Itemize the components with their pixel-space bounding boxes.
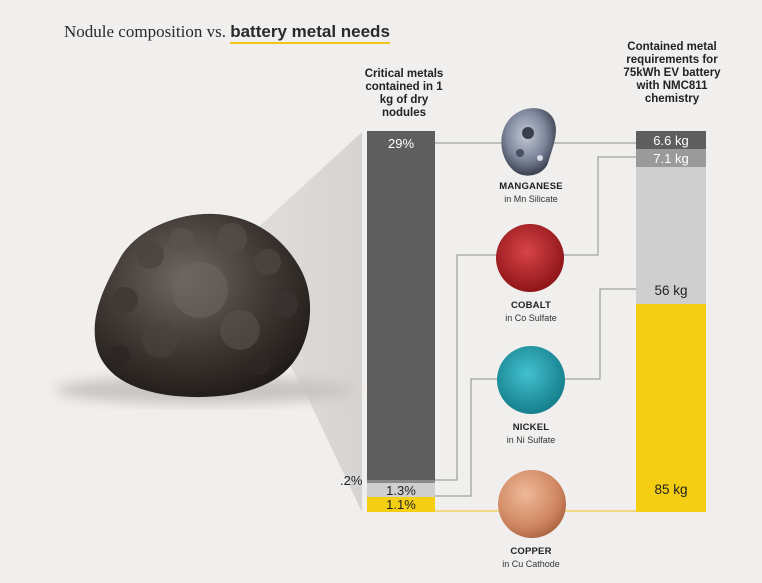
right-bar-label-copper: 85 kg xyxy=(654,482,688,497)
metal-form-nickel: in Ni Sulfate xyxy=(506,435,556,445)
metal-label-copper: COPPER in Cu Cathode xyxy=(476,546,586,569)
right-bar-segment-copper: 85 kg xyxy=(636,304,706,512)
title-prefix: Nodule composition vs. xyxy=(64,22,226,41)
right-bar-label-manganese: 6.6 kg xyxy=(653,132,689,148)
metal-label-manganese: MANGANESE in Mn Silicate xyxy=(476,181,586,204)
nickel-sulfate-icon xyxy=(497,346,565,414)
left-bar-segment-cobalt xyxy=(367,480,435,483)
right-bar-segment-nickel: 56 kg xyxy=(636,167,706,304)
copper-cathode-icon xyxy=(498,470,566,538)
metal-form-cobalt: in Co Sulfate xyxy=(505,313,557,323)
metal-form-manganese: in Mn Silicate xyxy=(504,194,558,204)
metal-form-copper: in Cu Cathode xyxy=(502,559,560,569)
right-bar-segment-manganese: 6.6 kg xyxy=(636,131,706,149)
left-bar-label-copper: 1.1% xyxy=(386,497,416,512)
metal-name-nickel: NICKEL xyxy=(512,422,550,433)
right-bar-segment-cobalt: 7.1 kg xyxy=(636,149,706,167)
left-column-header: Critical metals contained in 1 kg of dry… xyxy=(364,68,444,119)
page-title: Nodule composition vs. battery metal nee… xyxy=(64,22,390,44)
metal-label-nickel: NICKEL in Ni Sulfate xyxy=(476,422,586,445)
manganese-ore-icon xyxy=(501,108,556,176)
right-stacked-bar: 6.6 kg 7.1 kg 56 kg 85 kg xyxy=(636,131,706,512)
metal-label-cobalt: COBALT in Co Sulfate xyxy=(476,300,586,323)
left-bar-segment-manganese: 29% xyxy=(367,131,435,480)
right-bar-label-cobalt: 7.1 kg xyxy=(653,150,689,166)
left-bar-label-manganese: 29% xyxy=(387,136,415,151)
cobalt-sulfate-icon xyxy=(496,224,564,292)
right-column-header: Contained metal requirements for 75kWh E… xyxy=(623,41,721,105)
nodule-icon xyxy=(94,213,311,398)
metal-name-manganese: MANGANESE xyxy=(499,181,563,192)
left-bar-segment-copper: 1.1% xyxy=(367,497,435,512)
left-bar-label-cobalt: .2% xyxy=(340,473,363,488)
metal-name-copper: COPPER xyxy=(510,546,552,557)
right-bar-label-nickel: 56 kg xyxy=(654,283,688,298)
left-stacked-bar: 29% 1.3% 1.1% xyxy=(367,131,435,512)
title-highlight: battery metal needs xyxy=(230,22,390,44)
metal-name-cobalt: COBALT xyxy=(510,300,552,311)
left-bar-label-nickel: 1.3% xyxy=(386,482,416,498)
left-bar-segment-nickel: 1.3% xyxy=(367,482,435,498)
